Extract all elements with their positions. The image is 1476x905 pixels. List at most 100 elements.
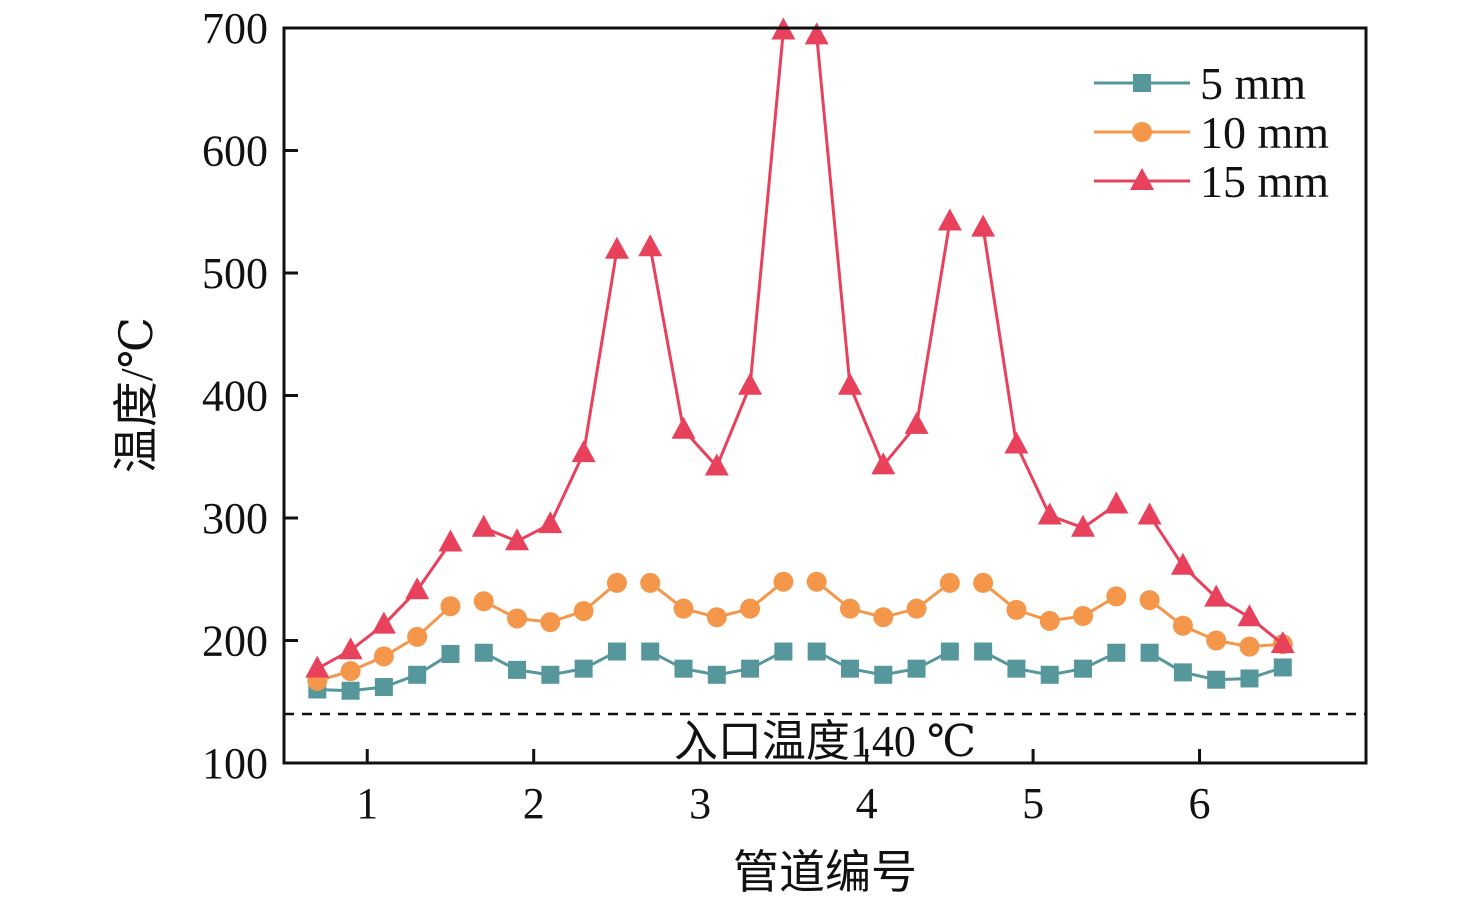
y-tick-label: 700 — [202, 4, 268, 53]
data-point — [873, 607, 894, 628]
data-point — [474, 643, 493, 662]
data-point — [373, 646, 394, 667]
series-5mm — [308, 642, 1292, 700]
y-tick-label: 400 — [202, 372, 268, 421]
series-line-segment — [981, 227, 1118, 530]
data-point — [1207, 670, 1226, 689]
data-point — [340, 661, 361, 682]
data-point — [441, 644, 460, 663]
data-point — [640, 572, 661, 593]
data-point — [874, 665, 893, 684]
legend-label: 15 mm — [1200, 156, 1329, 207]
data-point — [507, 608, 528, 629]
data-point — [573, 601, 594, 622]
data-point — [1004, 431, 1029, 454]
data-point — [1039, 610, 1060, 631]
data-point — [1170, 552, 1195, 575]
data-point — [571, 440, 596, 463]
data-point — [405, 577, 430, 600]
data-point — [940, 642, 959, 661]
y-axis-label: 温度/℃ — [111, 317, 162, 473]
data-point — [773, 571, 794, 592]
data-point — [1173, 663, 1192, 682]
data-point — [607, 642, 626, 661]
x-axis-label: 管道编号 — [733, 847, 917, 898]
data-point — [638, 234, 663, 257]
data-point — [1037, 502, 1062, 525]
data-point — [1140, 643, 1159, 662]
y-tick-label: 600 — [202, 127, 268, 176]
inlet-temperature-annotation: 入口温度140 ℃ — [674, 717, 976, 766]
data-point — [408, 665, 427, 684]
x-tick-label: 6 — [1189, 779, 1211, 828]
data-point — [738, 372, 763, 395]
x-tick-label: 3 — [689, 779, 711, 828]
data-point — [1104, 491, 1129, 514]
data-point — [1237, 604, 1262, 627]
data-point — [538, 511, 563, 534]
series-line-segment — [483, 249, 619, 543]
data-point — [407, 626, 428, 647]
data-point — [1006, 599, 1027, 620]
data-point — [438, 529, 463, 552]
data-point — [706, 607, 727, 628]
data-point — [871, 452, 896, 475]
data-point — [541, 665, 560, 684]
data-point — [574, 659, 593, 678]
y-tick-label: 500 — [202, 249, 268, 298]
legend-label: 10 mm — [1200, 107, 1329, 158]
series-line-segment — [1148, 514, 1284, 646]
data-point — [1206, 630, 1227, 651]
data-point — [673, 598, 694, 619]
data-point — [371, 611, 396, 634]
data-point — [1073, 606, 1094, 626]
data-point — [740, 598, 761, 619]
data-point — [937, 208, 962, 231]
data-point — [939, 572, 960, 593]
data-point — [1204, 584, 1229, 607]
legend-marker — [1130, 168, 1154, 190]
data-point — [508, 660, 527, 679]
series-15mm — [305, 17, 1295, 678]
data-point — [341, 681, 360, 700]
x-tick-label: 5 — [1022, 779, 1044, 828]
data-point — [338, 637, 363, 660]
data-point — [840, 659, 859, 678]
data-point — [471, 514, 496, 537]
data-point — [1172, 615, 1193, 636]
data-point — [839, 598, 860, 619]
data-point — [1240, 669, 1259, 688]
data-point — [907, 659, 926, 678]
data-point — [704, 453, 729, 476]
data-point — [973, 572, 994, 593]
data-point — [473, 591, 494, 612]
data-point — [837, 372, 862, 395]
data-point — [540, 612, 561, 633]
data-point — [671, 416, 696, 439]
data-point — [305, 655, 330, 678]
data-point — [606, 572, 627, 593]
y-tick-label: 100 — [202, 739, 268, 788]
data-point — [974, 642, 993, 661]
data-point — [904, 411, 929, 434]
data-point — [1107, 643, 1126, 662]
data-point — [707, 665, 726, 684]
data-point — [971, 214, 996, 237]
x-tick-label: 2 — [523, 779, 545, 828]
data-point — [440, 596, 461, 617]
y-tick-label: 300 — [202, 494, 268, 543]
legend-marker — [1133, 74, 1151, 92]
data-point — [807, 642, 826, 661]
data-point — [374, 678, 393, 697]
data-point — [1040, 665, 1059, 684]
data-point — [906, 598, 927, 619]
data-point — [641, 642, 660, 661]
legend-marker — [1132, 122, 1152, 142]
data-point — [741, 659, 760, 678]
data-point — [1137, 502, 1162, 525]
data-point — [804, 22, 829, 45]
data-point — [674, 659, 693, 678]
y-tick-label: 200 — [202, 617, 268, 666]
